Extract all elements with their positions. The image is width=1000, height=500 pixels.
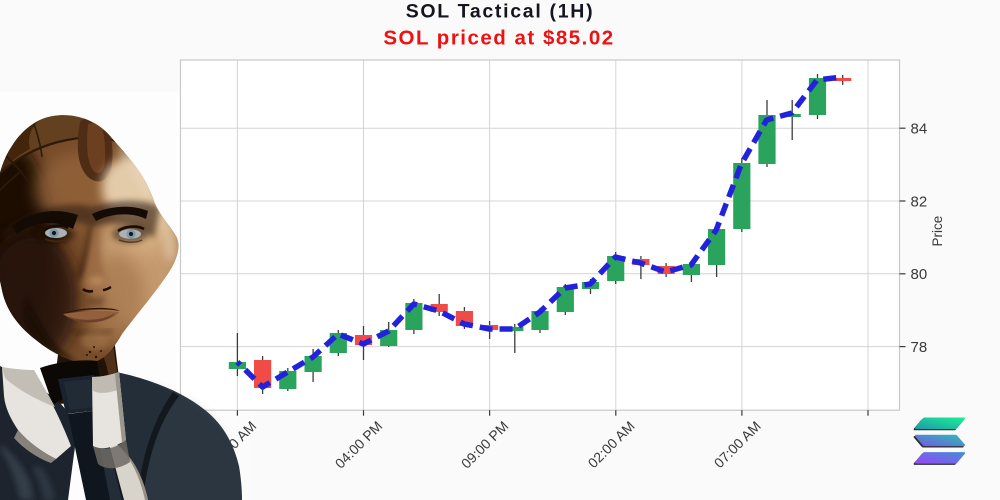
svg-text:78: 78 [911, 339, 928, 356]
svg-text:Price: Price [930, 216, 945, 247]
svg-text:SOL priced at $85.02: SOL priced at $85.02 [383, 27, 614, 50]
svg-text:82: 82 [911, 193, 928, 210]
svg-text:80: 80 [911, 266, 928, 283]
svg-text:SOL Tactical (1H): SOL Tactical (1H) [406, 1, 595, 23]
svg-text:84: 84 [911, 121, 928, 138]
